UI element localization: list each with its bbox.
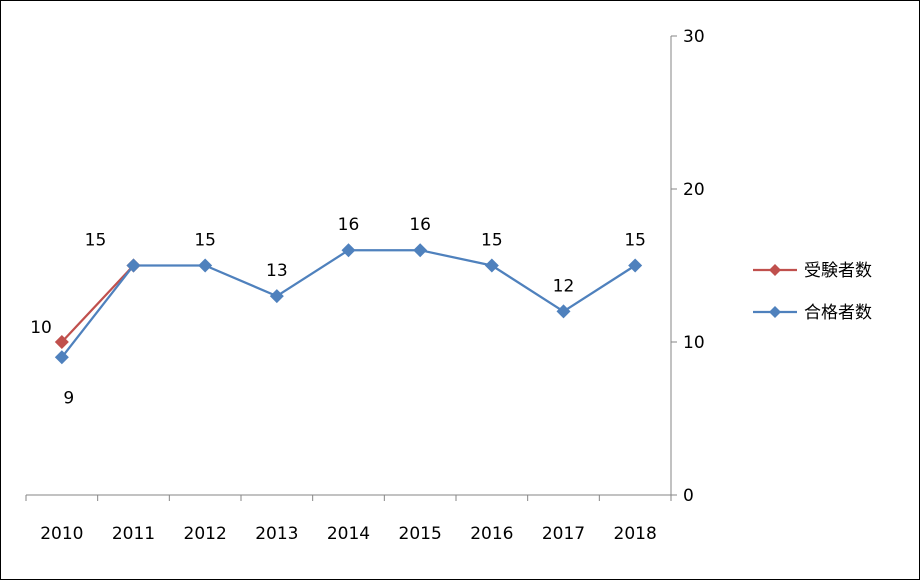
legend-swatch-marker bbox=[769, 264, 781, 276]
data-point-marker bbox=[269, 289, 284, 304]
y-tick-label: 30 bbox=[683, 27, 705, 47]
data-label: 15 bbox=[481, 231, 503, 251]
data-point-marker bbox=[54, 350, 69, 365]
x-tick-label: 2015 bbox=[399, 524, 442, 544]
legend-swatch-marker bbox=[769, 306, 781, 318]
data-label: 16 bbox=[409, 215, 431, 235]
data-point-marker bbox=[413, 243, 428, 258]
data-label: 9 bbox=[63, 388, 74, 408]
x-tick-label: 2013 bbox=[255, 524, 298, 544]
y-tick-label: 0 bbox=[683, 486, 694, 506]
x-tick-label: 2018 bbox=[614, 524, 657, 544]
data-point-marker bbox=[126, 258, 141, 273]
x-tick-label: 2017 bbox=[542, 524, 585, 544]
data-label: 13 bbox=[266, 261, 288, 281]
data-point-marker bbox=[198, 258, 213, 273]
series-line-0 bbox=[61, 264, 135, 343]
data-point-marker bbox=[54, 335, 69, 349]
data-label: 15 bbox=[624, 231, 646, 251]
data-label: 15 bbox=[85, 231, 107, 251]
x-tick-label: 2010 bbox=[40, 524, 83, 544]
series-line-1 bbox=[60, 249, 636, 358]
data-point-marker bbox=[628, 258, 643, 273]
data-label: 12 bbox=[553, 276, 575, 296]
legend-label: 受験者数 bbox=[804, 261, 872, 281]
legend-label: 合格者数 bbox=[804, 303, 872, 323]
y-tick-label: 10 bbox=[683, 333, 705, 353]
x-tick-label: 2014 bbox=[327, 524, 370, 544]
data-label: 16 bbox=[338, 215, 360, 235]
y-tick-label: 20 bbox=[683, 180, 705, 200]
data-point-marker bbox=[341, 243, 356, 258]
data-point-marker bbox=[556, 304, 571, 319]
x-tick-label: 2012 bbox=[184, 524, 227, 544]
data-label: 15 bbox=[194, 231, 216, 251]
x-tick-label: 2011 bbox=[112, 524, 155, 544]
data-point-marker bbox=[484, 258, 499, 273]
x-tick-label: 2016 bbox=[470, 524, 513, 544]
data-label: 10 bbox=[30, 318, 52, 338]
